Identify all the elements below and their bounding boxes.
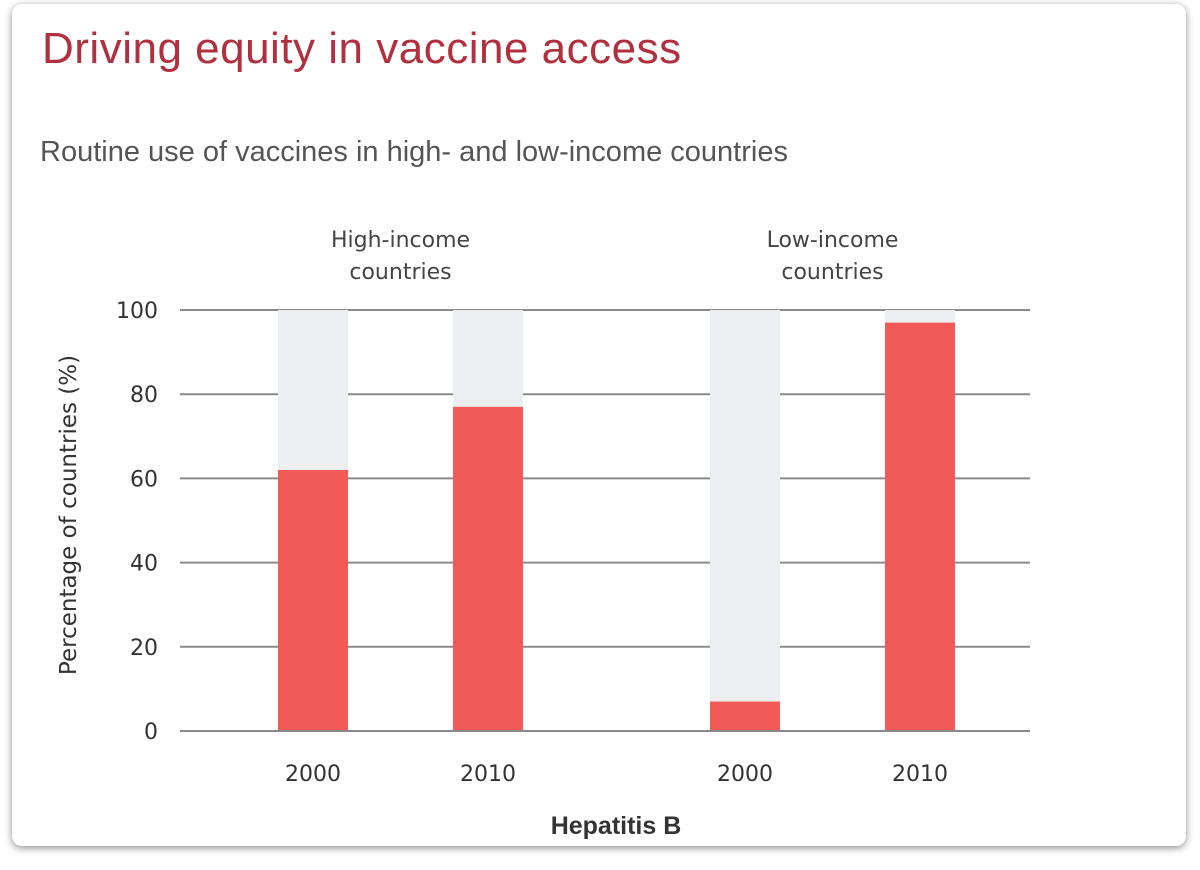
y-tick-label: 60 — [130, 467, 158, 492]
group-label: countries — [349, 260, 451, 285]
group-label: High-income — [331, 228, 470, 253]
chart-subtitle: Routine use of vaccines in high- and low… — [40, 136, 788, 168]
y-tick-label: 0 — [144, 720, 158, 745]
bar-high-income-2010 — [453, 406, 523, 731]
x-tick-label: 2000 — [285, 762, 341, 787]
bar-background — [710, 310, 780, 731]
bar-low-income-2010 — [885, 322, 955, 731]
x-tick-label: 2010 — [460, 762, 516, 787]
x-tick-label: 2000 — [717, 762, 773, 787]
y-tick-label: 80 — [130, 383, 158, 408]
group-label: Low-income — [767, 228, 899, 253]
y-tick-label: 40 — [130, 552, 158, 577]
x-tick-label: 2010 — [892, 762, 948, 787]
page-title: Driving equity in vaccine access — [42, 24, 682, 73]
x-axis-label: Hepatitis B — [551, 812, 682, 840]
y-tick-label: 100 — [116, 299, 158, 324]
y-tick-label: 20 — [130, 636, 158, 661]
y-axis-label: Percentage of countries (%) — [56, 355, 82, 675]
group-label: countries — [781, 260, 883, 285]
bar-high-income-2000 — [278, 469, 348, 731]
chart-card: Driving equity in vaccine access Routine… — [12, 4, 1186, 846]
bar-low-income-2000 — [710, 701, 780, 731]
